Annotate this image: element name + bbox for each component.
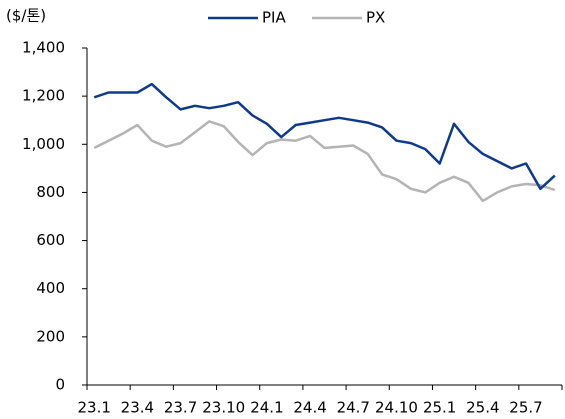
y-axis-label: ($/톤) [6,7,46,25]
x-tick-label: 25.1 [423,399,456,417]
x-tick-label: 23.4 [121,399,154,417]
x-tick-label: 25.7 [509,399,542,417]
x-tick-label: 23.7 [164,399,197,417]
y-tick-label: 1,400 [22,39,65,57]
y-tick-label: 0 [55,376,65,394]
y-tick-label: 1,200 [22,87,65,105]
x-tick-label: 25.4 [466,399,499,417]
legend-label: PX [366,9,385,27]
legend-label: PIA [262,9,286,27]
x-tick-label: 24.1 [250,399,283,417]
x-tick-label: 24.7 [337,399,370,417]
x-tick-label: 23.1 [77,399,110,417]
x-tick-label: 23.10 [202,399,245,417]
y-tick-label: 600 [36,231,65,249]
y-tick-label: 800 [36,183,65,201]
line-series [93,120,556,203]
y-tick-label: 200 [36,327,65,345]
line-series [93,82,556,191]
y-tick-label: 1,000 [22,135,65,153]
y-tick-label: 400 [36,279,65,297]
x-tick-label: 24.4 [293,399,326,417]
x-tick-label: 24.10 [375,399,418,417]
